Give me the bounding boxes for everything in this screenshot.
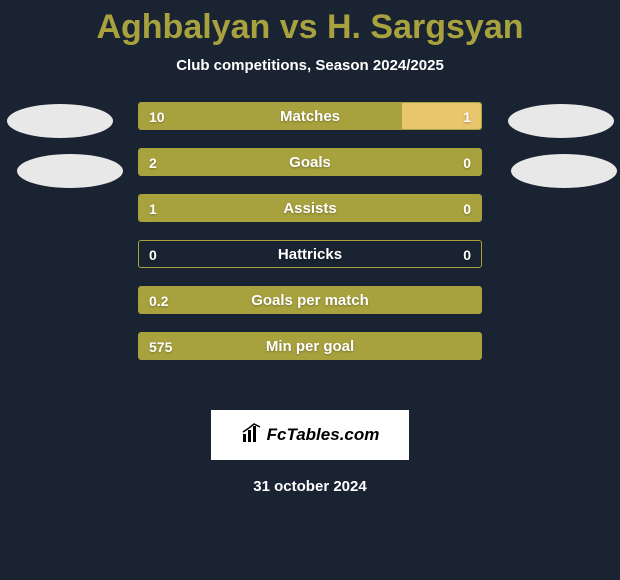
stat-val-right: 0 [463, 149, 471, 175]
stat-row-gpm: 0.2 Goals per match [138, 286, 482, 314]
brand-box[interactable]: FcTables.com [211, 410, 409, 460]
stat-label: Matches [139, 103, 481, 129]
stat-row-mpg: 575 Min per goal [138, 332, 482, 360]
stat-val-left: 10 [149, 103, 165, 129]
avatar-left-bottom [17, 154, 123, 188]
date-line: 31 october 2024 [0, 478, 620, 495]
stat-val-right: 0 [463, 195, 471, 221]
stat-label: Goals per match [139, 287, 481, 313]
stats-area: 10 Matches 1 2 Goals 0 1 Assists 0 0 Hat… [0, 104, 620, 404]
avatar-right-bottom [511, 154, 617, 188]
stat-bars: 10 Matches 1 2 Goals 0 1 Assists 0 0 Hat… [138, 102, 482, 378]
page-subtitle: Club competitions, Season 2024/2025 [0, 57, 620, 74]
brand-text: FcTables.com [267, 425, 380, 445]
stat-label: Goals [139, 149, 481, 175]
avatar-left-top [7, 104, 113, 138]
stat-row-matches: 10 Matches 1 [138, 102, 482, 130]
stat-row-goals: 2 Goals 0 [138, 148, 482, 176]
stat-row-assists: 1 Assists 0 [138, 194, 482, 222]
avatar-right-top [508, 104, 614, 138]
stat-val-left: 2 [149, 149, 157, 175]
stat-val-left: 0 [149, 241, 157, 267]
stat-row-hattricks: 0 Hattricks 0 [138, 240, 482, 268]
stat-val-left: 575 [149, 333, 172, 359]
stat-val-left: 0.2 [149, 287, 168, 313]
stat-val-left: 1 [149, 195, 157, 221]
stat-val-right: 0 [463, 241, 471, 267]
stat-label: Min per goal [139, 333, 481, 359]
stat-val-right: 1 [463, 103, 471, 129]
chart-icon [241, 422, 263, 449]
stat-label: Assists [139, 195, 481, 221]
stat-label: Hattricks [139, 241, 481, 267]
page-title: Aghbalyan vs H. Sargsyan [0, 0, 620, 47]
